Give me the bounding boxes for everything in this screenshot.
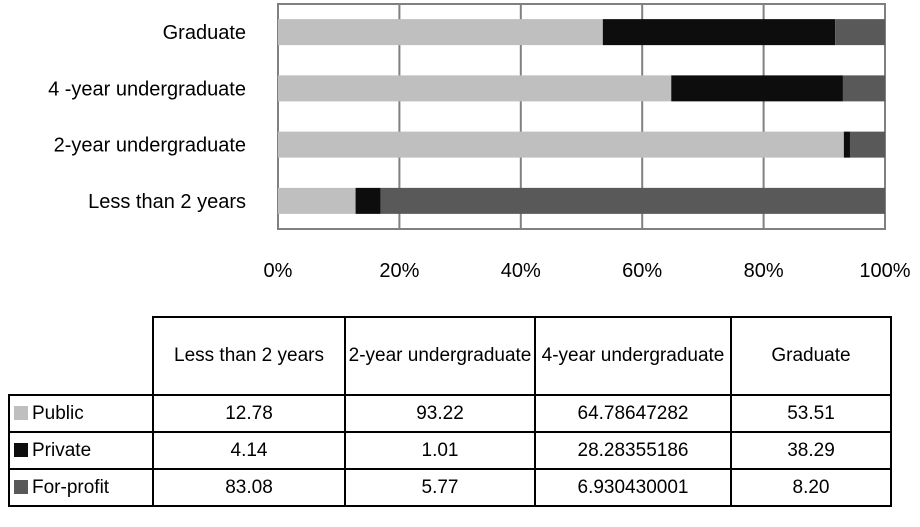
- header-graduate: Graduate: [730, 316, 892, 396]
- category-label: Graduate: [163, 22, 246, 44]
- category-label: 4 -year undergraduate: [48, 78, 246, 100]
- table-cell: 53.51: [730, 394, 892, 433]
- table-cell: 93.22: [344, 394, 536, 433]
- row-label-private: Private: [8, 431, 154, 470]
- for-profit-legend-swatch: [14, 479, 28, 494]
- row-label-public: Public: [8, 394, 154, 433]
- bar-segment-for-profit: [380, 187, 885, 214]
- table-cell: 64.78647282: [534, 394, 732, 433]
- row-label-text: Private: [32, 439, 92, 461]
- row-label-for-profit: For-profit: [8, 468, 154, 507]
- x-tick-label: 100%: [859, 260, 910, 282]
- category-label: 2-year undergraduate: [54, 135, 246, 157]
- bar-segment-public: [278, 75, 672, 102]
- table-cell: 38.29: [730, 431, 892, 470]
- stacked-bar-chart: Graduate 4 -year undergraduate 2-year unde…: [48, 3, 911, 282]
- x-tick-label: 60%: [622, 260, 662, 282]
- public-legend-swatch: [14, 405, 28, 420]
- data-table: Less than 2 years 2-year undergraduate 4…: [8, 316, 892, 507]
- table-cell: 83.08: [152, 468, 346, 507]
- table-cell: 8.20: [730, 468, 892, 507]
- bar-segment-private: [355, 187, 381, 214]
- x-tick-label: 20%: [379, 260, 419, 282]
- table-cell: 12.78: [152, 394, 346, 433]
- private-legend-swatch: [14, 442, 28, 457]
- row-label-text: For-profit: [32, 476, 110, 498]
- table-cell: 28.28355186: [534, 431, 732, 470]
- table-cell: 5.77: [344, 468, 536, 507]
- x-tick-label: 80%: [744, 260, 784, 282]
- bar-segment-for-profit: [849, 131, 885, 158]
- x-tick-label: 40%: [501, 260, 541, 282]
- table-cell: 4.14: [152, 431, 346, 470]
- x-tick-label: 0%: [264, 260, 293, 282]
- x-tick-labels: 0% 20% 40% 60% 80% 100%: [264, 260, 911, 282]
- category-labels: Graduate 4 -year undergraduate 2-year unde…: [48, 22, 246, 213]
- header-4-year-undergraduate: 4-year undergraduate: [534, 316, 732, 396]
- header-2-year-undergraduate: 2-year undergraduate: [344, 316, 536, 396]
- table-header-row: Less than 2 years 2-year undergraduate 4…: [9, 316, 892, 396]
- row-label-text: Public: [32, 402, 84, 424]
- category-label: Less than 2 years: [88, 191, 246, 213]
- bar-segment-for-profit: [835, 19, 885, 46]
- table-corner: [9, 317, 154, 396]
- header-less-than-2-years: Less than 2 years: [152, 316, 346, 396]
- bar-segment-private: [671, 75, 843, 102]
- table-row-private: Private 4.14 1.01 28.28355186 38.29: [8, 431, 892, 470]
- bar-segment-public: [278, 19, 603, 46]
- bar-segment-public: [278, 187, 356, 214]
- bar-segment-public: [278, 131, 844, 158]
- table-row-for-profit: For-profit 83.08 5.77 6.930430001 8.20: [8, 468, 892, 507]
- bars: [278, 19, 885, 214]
- bar-segment-private: [602, 19, 836, 46]
- table-cell: 6.930430001: [534, 468, 732, 507]
- table-cell: 1.01: [344, 431, 536, 470]
- bar-segment-private: [843, 131, 850, 158]
- table-row-public: Public 12.78 93.22 64.78647282 53.51: [8, 394, 892, 433]
- bar-segment-for-profit: [842, 75, 885, 102]
